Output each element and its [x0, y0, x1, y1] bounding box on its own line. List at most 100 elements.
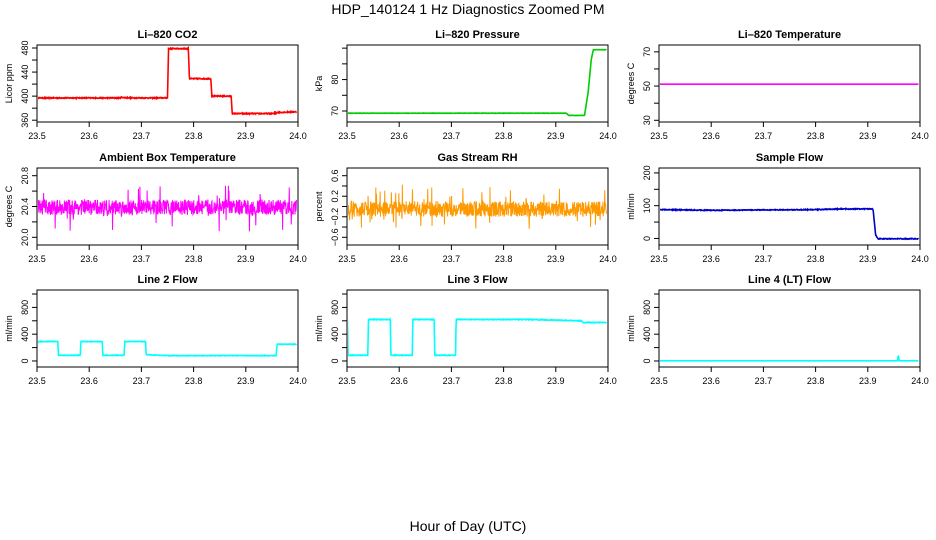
chart-title: Sample Flow [756, 152, 824, 164]
x-tick-label: 23.7 [443, 131, 461, 141]
y-tick-label: 360 [20, 113, 30, 128]
x-tick-label: 23.6 [80, 254, 98, 264]
y-tick-label: 800 [20, 300, 30, 315]
y-tick-label: 0 [20, 358, 30, 363]
chart-panel: Gas Stream RH 23.5 23.6 23.7 23.8 23.9 24.0 −0.… [314, 152, 617, 264]
data-series-line [660, 206, 919, 241]
y-tick-label: −0.6 [330, 228, 340, 246]
x-tick-label: 24.0 [599, 131, 617, 141]
chart-title: Gas Stream RH [437, 152, 517, 164]
x-tick-label: 23.6 [702, 131, 720, 141]
y-tick-label: 30 [642, 115, 652, 125]
x-tick-label: 24.0 [599, 254, 617, 264]
x-tick-label: 23.5 [650, 254, 668, 264]
x-tick-label: 24.0 [911, 376, 929, 386]
x-tick-label: 23.5 [338, 376, 356, 386]
x-tick-label: 23.7 [755, 254, 773, 264]
x-tick-label: 23.5 [28, 254, 46, 264]
y-tick-label: 0 [642, 358, 652, 363]
chart-title: Line 3 Flow [448, 274, 508, 286]
x-tick-label: 23.8 [807, 376, 825, 386]
plot-frame [658, 44, 921, 123]
data-series-line [38, 185, 297, 232]
x-tick-label: 23.6 [390, 376, 408, 386]
plot-frame [346, 44, 609, 123]
data-series-line [660, 355, 919, 362]
x-tick-label: 23.9 [547, 131, 565, 141]
x-tick-label: 24.0 [599, 376, 617, 386]
y-tick-label: 400 [20, 327, 30, 342]
x-tick-label: 23.5 [338, 254, 356, 264]
x-tick-label: 23.5 [338, 131, 356, 141]
y-tick-label: 0.6 [330, 169, 340, 182]
x-tick-label: 23.7 [133, 131, 151, 141]
y-tick-label: 70 [330, 106, 340, 116]
y-axis-label: ml/min [626, 193, 636, 220]
y-tick-label: 70 [642, 47, 652, 57]
chart-title: Ambient Box Temperature [99, 152, 236, 164]
x-tick-label: 23.9 [237, 131, 255, 141]
x-tick-label: 23.8 [807, 131, 825, 141]
x-tick-label: 23.7 [755, 376, 773, 386]
chart-title: Line 4 (LT) Flow [748, 274, 831, 286]
x-tick-label: 23.6 [702, 376, 720, 386]
y-axis-label: degrees C [4, 185, 14, 227]
y-axis-label: Licor ppm [4, 64, 14, 104]
x-tick-label: 23.6 [390, 131, 408, 141]
y-tick-label: 20.4 [20, 198, 30, 216]
x-tick-label: 23.9 [237, 376, 255, 386]
y-axis-label: ml/min [314, 315, 324, 342]
x-tick-label: 24.0 [289, 376, 307, 386]
x-tick-label: 23.9 [859, 376, 877, 386]
x-tick-label: 23.5 [28, 376, 46, 386]
x-tick-label: 23.9 [237, 254, 255, 264]
y-tick-label: 50 [642, 81, 652, 91]
chart-title: Li–820 Temperature [738, 29, 841, 41]
x-tick-label: 23.9 [547, 376, 565, 386]
y-axis-label: ml/min [626, 315, 636, 342]
chart-panel: Li–820 CO2 23.5 23.6 23.7 23.8 23.9 24.0 360 400… [4, 29, 307, 141]
x-tick-label: 23.9 [859, 131, 877, 141]
data-series-line [348, 316, 607, 357]
x-tick-label: 23.8 [185, 254, 203, 264]
y-tick-label: 440 [20, 65, 30, 80]
x-tick-label: 23.7 [443, 376, 461, 386]
x-tick-label: 23.5 [28, 131, 46, 141]
y-tick-label: 800 [642, 300, 652, 315]
x-tick-label: 24.0 [289, 131, 307, 141]
y-axis-label: kPa [314, 76, 324, 92]
x-tick-label: 23.5 [650, 376, 668, 386]
data-series-line [38, 339, 297, 358]
y-axis-label: degrees C [626, 62, 636, 104]
chart-panel: Line 3 Flow 23.5 23.6 23.7 23.8 23.9 24.0 0 400 8… [314, 274, 617, 386]
chart-panel: Li–820 Temperature 23.5 23.6 23.7 23.8 23.9 24… [626, 29, 929, 141]
chart-title: Line 2 Flow [138, 274, 198, 286]
x-tick-label: 23.8 [807, 254, 825, 264]
plot-frame [36, 289, 299, 368]
y-tick-label: −0.2 [330, 208, 340, 226]
data-series-line [348, 48, 607, 117]
data-series-line [348, 184, 607, 229]
x-tick-label: 23.7 [443, 254, 461, 264]
y-tick-label: 400 [642, 327, 652, 342]
x-tick-label: 23.8 [185, 376, 203, 386]
plot-frame [346, 289, 609, 368]
data-series-line [38, 46, 297, 116]
y-tick-label: 400 [20, 89, 30, 104]
x-tick-label: 23.6 [702, 254, 720, 264]
x-tick-label: 23.8 [495, 376, 513, 386]
y-tick-label: 400 [330, 327, 340, 342]
y-tick-label: 0.2 [330, 190, 340, 203]
x-tick-label: 23.9 [547, 254, 565, 264]
y-axis-label: ml/min [4, 315, 14, 342]
chart-panel: Line 4 (LT) Flow 23.5 23.6 23.7 23.8 23.9 24.0… [626, 274, 929, 386]
y-tick-label: 20.0 [20, 229, 30, 247]
x-tick-label: 23.7 [133, 376, 151, 386]
y-tick-label: 100 [642, 198, 652, 213]
x-tick-label: 23.8 [495, 254, 513, 264]
chart-title: Li–820 Pressure [435, 29, 519, 41]
y-tick-label: 0 [330, 358, 340, 363]
x-tick-label: 24.0 [911, 254, 929, 264]
y-tick-label: 20.8 [20, 167, 30, 185]
